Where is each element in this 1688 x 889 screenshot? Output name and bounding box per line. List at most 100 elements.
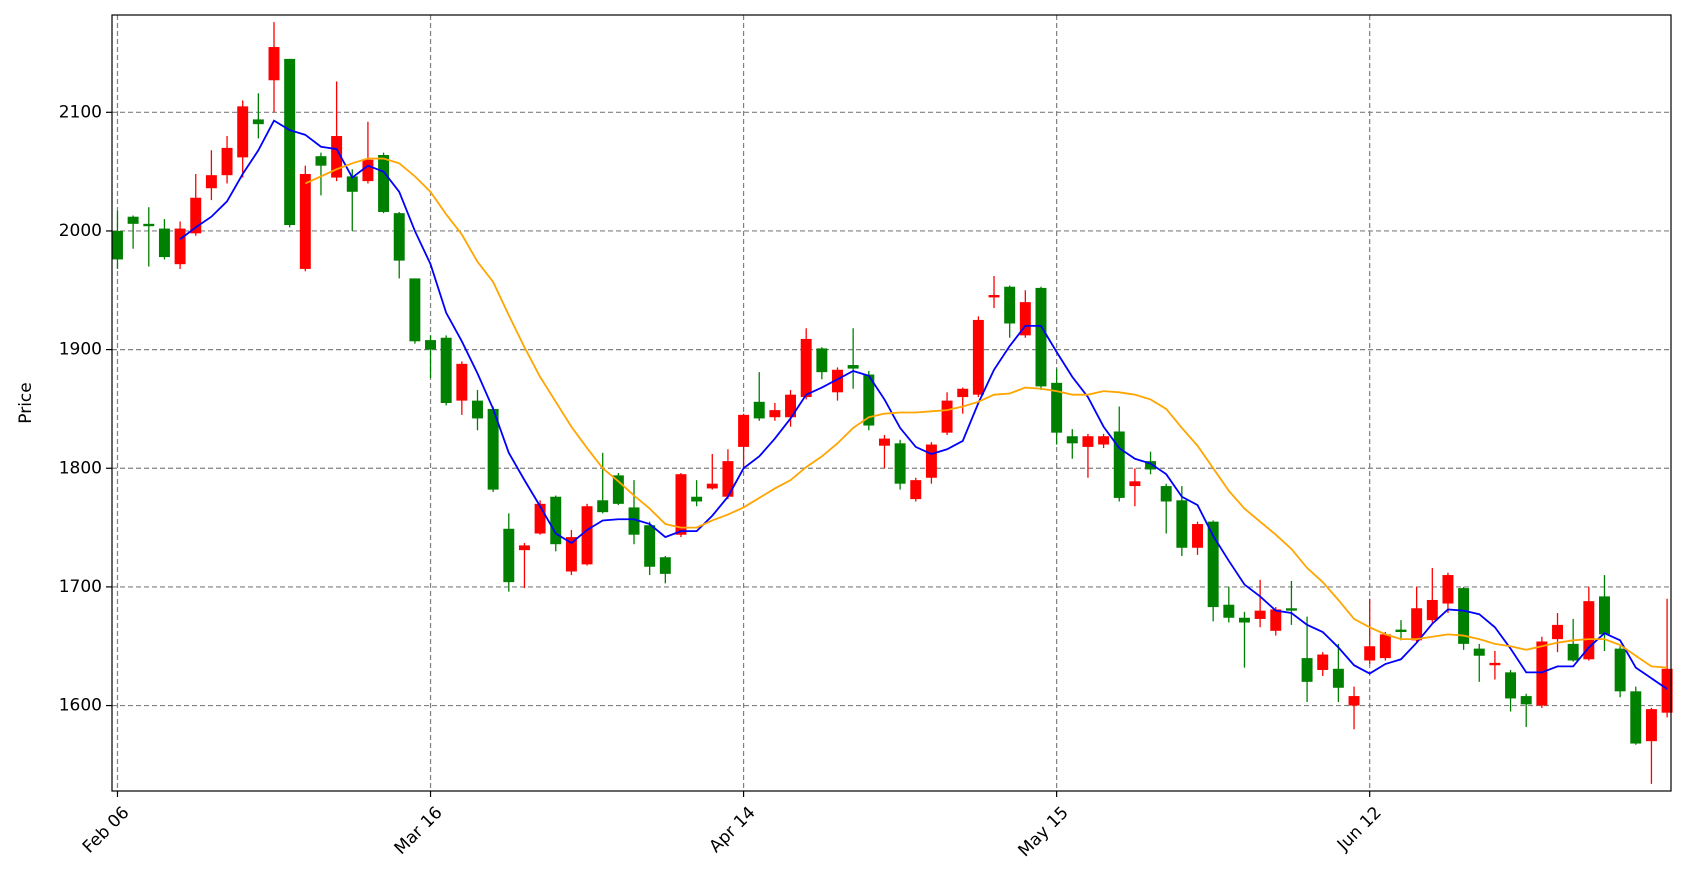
candle-body	[1238, 617, 1250, 623]
candle-body	[612, 475, 624, 504]
candle-body	[1567, 643, 1579, 661]
candle-body	[440, 337, 452, 403]
candle-body	[565, 537, 577, 572]
candle-body	[472, 400, 483, 419]
candle-body	[1489, 662, 1501, 666]
candle-body	[268, 47, 280, 81]
candle-body	[769, 410, 781, 418]
candle-body	[1395, 629, 1407, 633]
candle-body	[1176, 500, 1188, 548]
candle-body	[988, 295, 1000, 298]
candle-body	[1051, 382, 1063, 433]
candle-body	[628, 507, 640, 535]
x-tick-label: May 15	[1015, 803, 1073, 861]
x-tick-label: Mar 16	[391, 803, 447, 859]
candle-body	[1442, 575, 1454, 604]
candle-body	[1426, 599, 1438, 621]
candle-body	[487, 408, 499, 490]
candle-body	[456, 363, 468, 401]
candle-body	[378, 155, 390, 212]
candle-body	[1598, 596, 1610, 635]
moving-average-line	[304, 157, 1668, 669]
candle-body	[1019, 302, 1031, 336]
candle-body	[503, 528, 515, 583]
candle-body	[299, 173, 311, 269]
y-tick-label: 2000	[59, 221, 102, 241]
candle-body	[1254, 610, 1266, 619]
candle-body	[1066, 436, 1078, 444]
candle-body	[581, 506, 593, 565]
candle-body	[1645, 709, 1657, 742]
candle-body	[1285, 608, 1297, 611]
candle-body	[143, 223, 155, 227]
candle-body	[205, 175, 217, 189]
candle-body	[1520, 696, 1532, 705]
candle-body	[832, 369, 843, 393]
candle-body	[659, 557, 671, 574]
candle-body	[1113, 431, 1125, 498]
candle-body	[738, 414, 750, 447]
candle-body	[252, 119, 264, 125]
candle-body	[409, 278, 421, 342]
candle-body	[1630, 691, 1642, 744]
candle-body	[1160, 486, 1172, 502]
candle-body	[284, 58, 296, 226]
candle-body	[1301, 658, 1313, 682]
candle-body	[597, 500, 609, 513]
x-tick-label: Feb 06	[79, 803, 134, 858]
candle-body	[722, 461, 734, 497]
y-tick-label: 1600	[59, 696, 102, 716]
candle-body	[315, 156, 327, 166]
candle-body	[910, 480, 922, 500]
y-tick-label: 1700	[59, 577, 102, 597]
x-tick-label: Jun 12	[1333, 803, 1386, 856]
candle-body	[362, 159, 374, 182]
x-tick-label: Apr 14	[706, 803, 760, 857]
y-tick-label: 1800	[59, 458, 102, 478]
candle-body	[1270, 609, 1282, 631]
candle-body	[1223, 604, 1235, 618]
candle-body	[346, 176, 358, 192]
candle-body	[1411, 608, 1423, 641]
candle-body	[878, 438, 890, 446]
candle-body	[816, 348, 828, 373]
candle-body	[941, 400, 953, 433]
candle-body	[785, 394, 797, 418]
candle-body	[112, 230, 123, 260]
candle-body	[550, 496, 562, 545]
candle-body	[221, 147, 233, 176]
candle-body	[1129, 481, 1141, 487]
candle-body	[675, 474, 687, 535]
candle-body	[925, 444, 937, 478]
candle-body	[1348, 696, 1360, 706]
candle-body	[1614, 648, 1626, 692]
candle-body	[127, 216, 139, 224]
candle-body	[1552, 624, 1563, 640]
candle-body	[1458, 588, 1470, 644]
candle-body	[957, 388, 969, 398]
candle-body	[174, 228, 186, 265]
candle-body	[1145, 461, 1157, 470]
candle-body	[1192, 524, 1203, 548]
candle-body	[753, 401, 765, 419]
candle-body	[1379, 634, 1391, 659]
candle-body	[425, 340, 437, 350]
candle-body	[1332, 668, 1344, 688]
candle-body	[237, 106, 249, 158]
candle-body	[644, 525, 656, 567]
candle-body	[1207, 521, 1219, 608]
candle-body	[972, 319, 984, 395]
candle-body	[1317, 654, 1329, 670]
y-axis-label: Price	[16, 382, 36, 423]
plot-frame	[111, 14, 1672, 792]
candle-body	[1082, 436, 1094, 447]
candle-body	[1035, 287, 1047, 387]
candle-body	[393, 213, 405, 261]
candle-body	[1364, 646, 1376, 661]
moving-average-line	[179, 119, 1668, 690]
y-tick-label: 1900	[59, 340, 102, 360]
candle-body	[847, 365, 859, 369]
candle-body	[518, 545, 530, 551]
candle-body	[863, 374, 875, 426]
